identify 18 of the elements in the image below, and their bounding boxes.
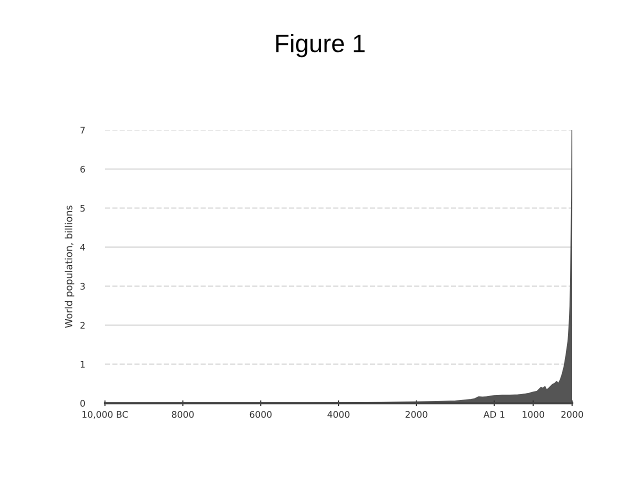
y-tick-label: 7 [80,126,85,134]
x-tick-label: 4000 [328,411,350,418]
y-tick-label: 3 [80,282,85,290]
x-tick-label: 8000 [172,411,194,418]
x-tick-label: 1000 [522,411,544,418]
x-tick-label: 2000 [406,411,428,418]
x-tick-label: 10,000 BC [82,411,128,419]
y-tick-label: 1 [80,361,85,368]
chart-title: Figure 1 [276,34,365,58]
y-tick-label: 6 [80,166,85,173]
y-tick-label: 2 [80,322,85,329]
y-tick-label: 4 [80,244,86,251]
y-axis-title: World population, billions [64,206,74,328]
y-tick-label: 5 [80,204,85,212]
x-tick-label: 2000 [561,411,584,418]
x-tick-label: AD 1 [483,411,504,418]
y-tick-label: 0 [80,400,85,407]
x-tick-label: 6000 [250,411,272,418]
